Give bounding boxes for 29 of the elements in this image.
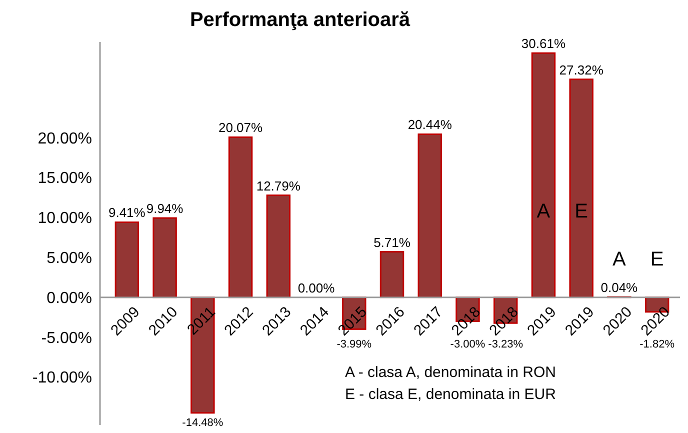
data-label: -3.23% [488,338,524,350]
y-tick-label: -5.00% [41,330,92,347]
annotation: A [612,248,627,270]
y-tick-label: 0.00% [46,290,92,307]
annotation: A [536,200,551,223]
data-label: 0.00% [298,280,336,296]
data-label: 27.32% [559,62,604,78]
data-label: 5.71% [374,234,411,250]
y-tick-label: -10.00% [32,370,92,387]
data-label: 12.79% [256,178,301,194]
y-tick-label: 15.00% [38,170,92,188]
annotation: E - clasa E, denominata in EUR [345,386,556,404]
y-tick-label: 20.00% [38,130,92,148]
y-tick-label: 5.00% [46,250,92,268]
y-tick-label: 10.00% [38,210,92,228]
chart-title: Performanţa anterioară [190,9,411,31]
data-label: 20.44% [408,117,452,132]
data-label: -14.48% [182,416,224,429]
data-label: -3.99% [336,338,372,350]
data-label: -3.00% [450,338,486,350]
data-label: 9.41% [108,205,146,220]
annotation: A - clasa A, denominata in RON [345,364,556,382]
data-label: 20.07% [218,120,264,136]
data-label: 30.61% [521,36,566,52]
data-label: 0.04% [600,280,638,296]
data-label: -1.82% [640,338,675,350]
data-label: 9.94% [146,201,184,216]
annotation: E [650,248,664,270]
annotation: E [574,200,588,223]
